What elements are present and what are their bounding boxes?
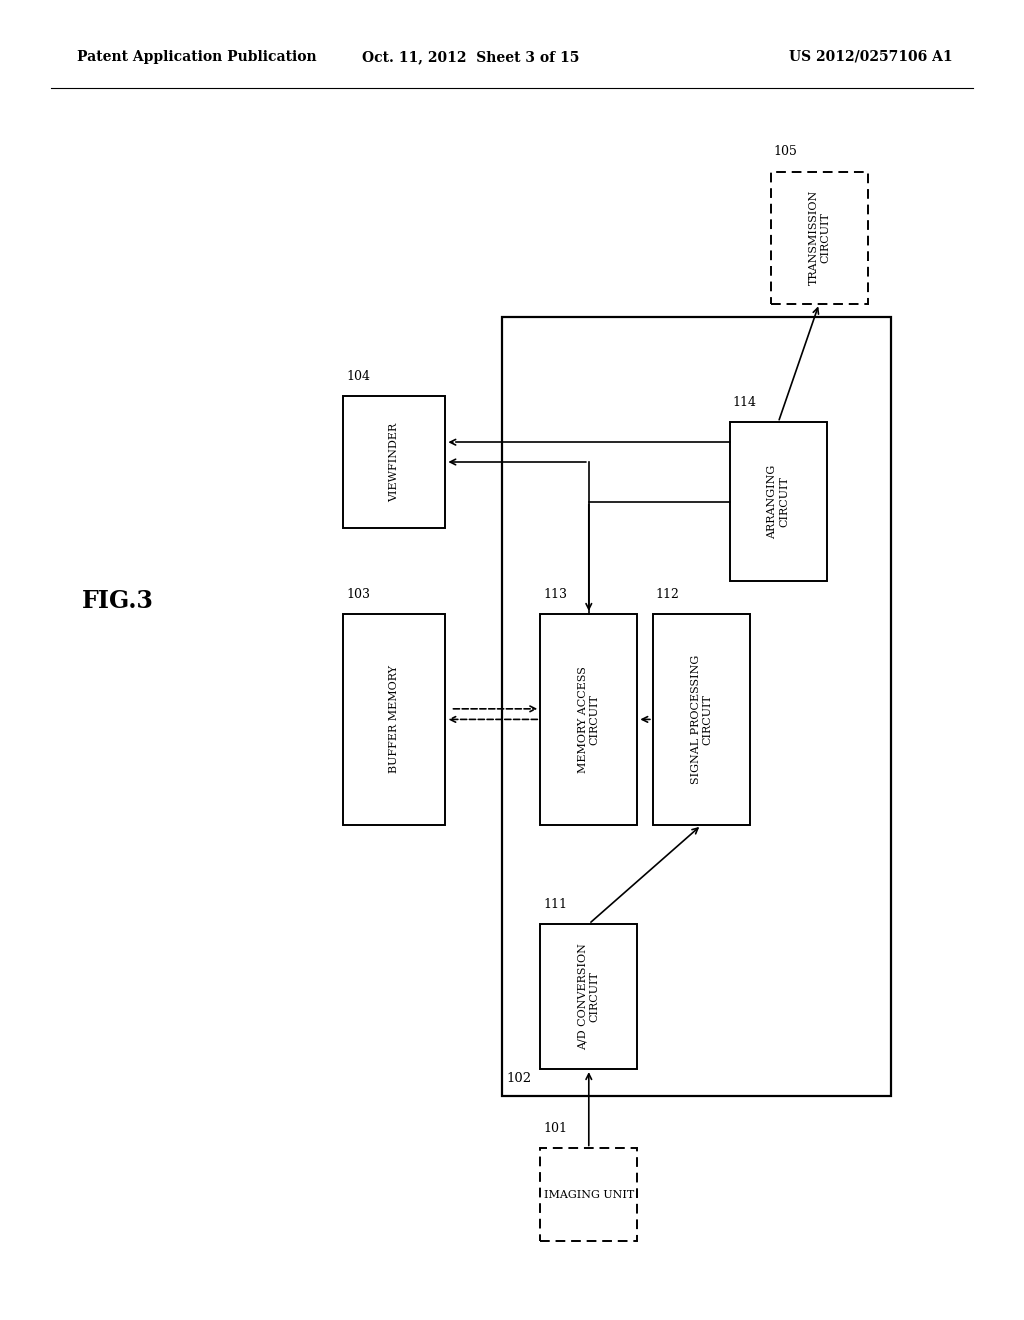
Bar xyxy=(541,924,637,1069)
Text: 105: 105 xyxy=(774,145,798,158)
Bar xyxy=(771,172,868,304)
Text: 101: 101 xyxy=(543,1122,567,1135)
Text: 103: 103 xyxy=(346,587,370,601)
Text: MEMORY ACCESS
CIRCUIT: MEMORY ACCESS CIRCUIT xyxy=(578,667,600,772)
Text: A/D CONVERSION
CIRCUIT: A/D CONVERSION CIRCUIT xyxy=(578,944,600,1049)
Bar xyxy=(502,317,891,1096)
Text: VIEWFINDER: VIEWFINDER xyxy=(389,422,399,502)
Text: Oct. 11, 2012  Sheet 3 of 15: Oct. 11, 2012 Sheet 3 of 15 xyxy=(362,50,580,63)
Text: SIGNAL PROCESSING
CIRCUIT: SIGNAL PROCESSING CIRCUIT xyxy=(690,655,713,784)
Text: 111: 111 xyxy=(543,898,567,911)
Text: 114: 114 xyxy=(733,396,757,409)
Text: 113: 113 xyxy=(543,587,567,601)
Text: 104: 104 xyxy=(346,370,370,383)
Text: BUFFER MEMORY: BUFFER MEMORY xyxy=(389,665,399,774)
Bar xyxy=(653,614,750,825)
Bar xyxy=(343,396,445,528)
Text: 102: 102 xyxy=(507,1072,532,1085)
Text: US 2012/0257106 A1: US 2012/0257106 A1 xyxy=(788,50,952,63)
Bar xyxy=(541,614,637,825)
Text: TRANSMISSION
CIRCUIT: TRANSMISSION CIRCUIT xyxy=(808,190,830,285)
Bar xyxy=(343,614,445,825)
Text: ARRANGING
CIRCUIT: ARRANGING CIRCUIT xyxy=(767,465,790,539)
Text: FIG.3: FIG.3 xyxy=(82,589,154,612)
Bar xyxy=(729,422,827,581)
Text: IMAGING UNIT: IMAGING UNIT xyxy=(544,1189,634,1200)
Text: 112: 112 xyxy=(656,587,680,601)
Text: Patent Application Publication: Patent Application Publication xyxy=(77,50,316,63)
Bar xyxy=(541,1148,637,1241)
